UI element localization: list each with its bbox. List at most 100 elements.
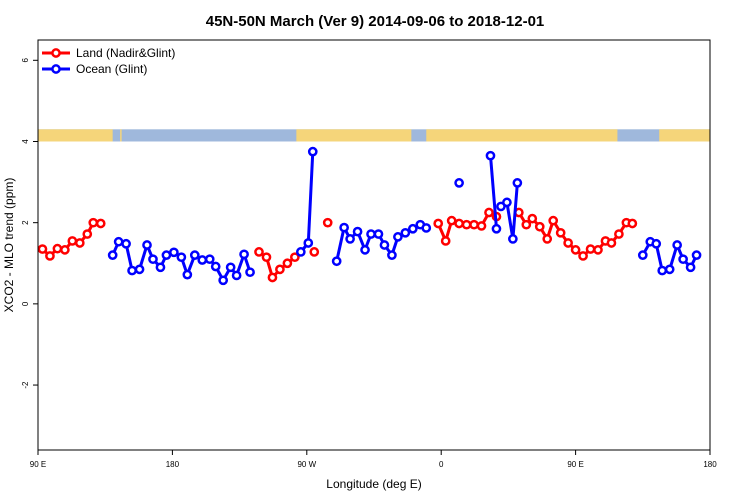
data-point <box>52 243 63 254</box>
data-point <box>664 264 675 275</box>
x-tick-label: 0 <box>439 460 444 469</box>
data-point <box>606 238 617 248</box>
y-tick-label: 6 <box>21 58 30 63</box>
x-tick-label: 90 E <box>567 460 583 469</box>
y-axis: -2 0 2 4 6 <box>21 58 38 389</box>
data-point <box>218 275 229 286</box>
data-point <box>142 240 152 250</box>
data-point <box>261 252 272 263</box>
data-point <box>74 238 85 248</box>
y-tick-label: 2 <box>21 220 30 225</box>
data-point <box>309 247 320 257</box>
land-band <box>38 129 113 142</box>
plot-frame <box>37 39 711 451</box>
data-point <box>627 218 638 229</box>
data-point <box>570 245 581 255</box>
data-point <box>45 251 55 261</box>
y-axis-label: XCO2 - MLO trend (ppm) <box>2 178 16 313</box>
data-point <box>454 218 464 229</box>
land-band <box>120 129 122 142</box>
data-point <box>37 244 48 254</box>
data-point <box>548 215 559 226</box>
data-point <box>555 227 566 238</box>
data-point <box>331 256 342 267</box>
data-point <box>161 250 172 260</box>
data-point <box>352 226 363 237</box>
chart-title: 45N-50N March (Ver 9) 2014-09-06 to 2018… <box>206 13 545 30</box>
land-band <box>659 129 710 142</box>
data-point <box>107 250 118 260</box>
data-point <box>484 207 494 218</box>
data-point <box>491 223 502 234</box>
data-point <box>245 267 255 278</box>
data-point <box>254 247 264 257</box>
data-point <box>461 219 472 230</box>
data-point <box>387 250 397 260</box>
x-axis-label: Longitude (deg E) <box>326 477 421 491</box>
data-point <box>542 234 553 244</box>
data-point <box>67 236 78 246</box>
legend-swatch-marker <box>51 48 61 58</box>
x-tick-label: 180 <box>166 460 180 469</box>
data-point <box>197 255 208 265</box>
data-point <box>60 245 70 255</box>
data-point <box>407 223 418 234</box>
series-layer <box>37 146 702 286</box>
data-point <box>360 245 370 255</box>
data-point <box>585 244 596 254</box>
land-band <box>426 129 618 142</box>
data-point <box>345 234 355 244</box>
data-point <box>651 238 662 249</box>
data-point <box>485 150 496 161</box>
data-point <box>366 229 376 239</box>
data-point <box>231 270 242 281</box>
data-point <box>239 249 249 260</box>
data-point <box>182 269 193 280</box>
data-point <box>210 261 221 272</box>
data-point <box>282 258 293 269</box>
data-point <box>303 238 314 248</box>
data-point <box>127 265 137 276</box>
data-point <box>446 215 457 226</box>
series-line <box>500 182 519 241</box>
data-point <box>657 265 668 276</box>
data-point <box>148 254 158 265</box>
data-point <box>121 238 131 249</box>
data-point <box>155 262 166 273</box>
series-line <box>489 155 498 229</box>
data-point <box>527 213 538 224</box>
data-point <box>225 262 236 273</box>
data-point <box>113 236 124 247</box>
data-point <box>379 240 390 250</box>
legend-label: Land (Nadir&Glint) <box>76 46 175 60</box>
data-point <box>322 217 333 228</box>
x-tick-label: 180 <box>703 460 717 469</box>
data-point <box>454 178 464 188</box>
x-tick-label: 90 E <box>30 460 46 469</box>
data-point <box>275 264 285 275</box>
data-point <box>440 236 451 246</box>
data-point <box>534 221 545 232</box>
data-point <box>204 254 215 265</box>
data-point <box>189 250 200 260</box>
data-point <box>672 240 682 250</box>
data-point <box>476 221 487 231</box>
data-point <box>578 251 588 261</box>
y-tick-label: -2 <box>21 381 30 389</box>
data-point <box>637 250 648 260</box>
series-line <box>299 151 315 253</box>
legend: Land (Nadir&Glint) Ocean (Glint) <box>42 46 175 76</box>
data-point <box>307 146 318 157</box>
data-point <box>502 197 512 208</box>
data-point <box>614 229 624 239</box>
series-ocean <box>107 146 702 286</box>
data-point <box>685 262 696 273</box>
data-point <box>433 218 444 229</box>
y-tick-label: 0 <box>21 301 30 306</box>
data-point <box>593 245 603 255</box>
data-point <box>134 264 145 275</box>
y-tick-label: 4 <box>21 139 30 144</box>
data-point <box>373 229 384 239</box>
data-point <box>469 219 479 230</box>
